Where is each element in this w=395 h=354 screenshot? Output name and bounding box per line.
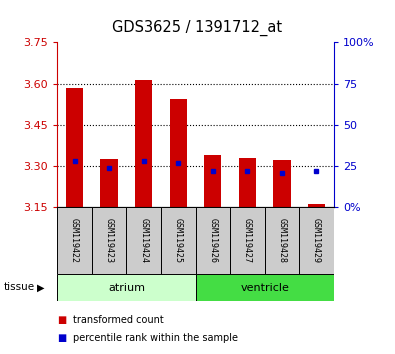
Bar bbox=[92, 207, 126, 274]
Text: GSM119426: GSM119426 bbox=[208, 218, 217, 263]
Bar bbox=[100, 159, 118, 207]
Bar bbox=[196, 207, 230, 274]
Bar bbox=[239, 158, 256, 207]
Bar bbox=[308, 204, 325, 207]
Bar bbox=[135, 80, 152, 207]
Bar bbox=[126, 207, 161, 274]
Text: GSM119423: GSM119423 bbox=[105, 218, 114, 263]
Bar bbox=[169, 99, 187, 207]
Text: GSM119427: GSM119427 bbox=[243, 218, 252, 263]
Text: ventricle: ventricle bbox=[240, 282, 289, 293]
Bar bbox=[273, 160, 291, 207]
Bar bbox=[57, 207, 92, 274]
Bar bbox=[299, 207, 334, 274]
Bar bbox=[204, 155, 222, 207]
Text: GSM119428: GSM119428 bbox=[277, 218, 286, 263]
Text: ■: ■ bbox=[57, 333, 66, 343]
Text: ■: ■ bbox=[57, 315, 66, 325]
Bar bbox=[66, 88, 83, 207]
Text: GSM119422: GSM119422 bbox=[70, 218, 79, 263]
Text: ▶: ▶ bbox=[37, 282, 44, 292]
Text: atrium: atrium bbox=[108, 282, 145, 293]
Bar bbox=[161, 207, 196, 274]
Text: transformed count: transformed count bbox=[73, 315, 164, 325]
Text: GDS3625 / 1391712_at: GDS3625 / 1391712_at bbox=[113, 19, 282, 36]
Text: GSM119425: GSM119425 bbox=[174, 218, 183, 263]
Text: GSM119424: GSM119424 bbox=[139, 218, 148, 263]
Bar bbox=[230, 207, 265, 274]
Bar bbox=[196, 274, 334, 301]
Text: GSM119429: GSM119429 bbox=[312, 218, 321, 263]
Bar bbox=[265, 207, 299, 274]
Text: tissue: tissue bbox=[4, 282, 35, 292]
Bar bbox=[57, 274, 196, 301]
Text: percentile rank within the sample: percentile rank within the sample bbox=[73, 333, 238, 343]
